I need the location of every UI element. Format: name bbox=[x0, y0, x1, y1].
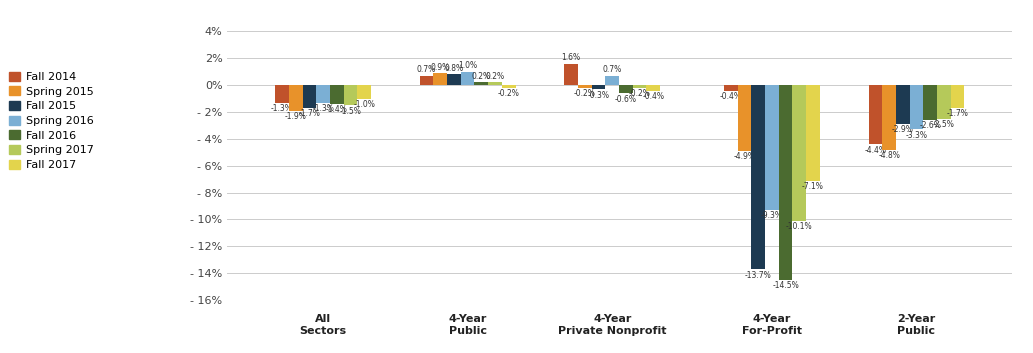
Text: -0.2%: -0.2% bbox=[629, 89, 651, 98]
Bar bbox=[950, 85, 965, 108]
Bar bbox=[330, 85, 344, 104]
Text: 0.7%: 0.7% bbox=[417, 65, 436, 74]
Text: -9.3%: -9.3% bbox=[761, 211, 783, 220]
Bar bbox=[633, 85, 647, 88]
Text: -4.8%: -4.8% bbox=[878, 151, 900, 160]
Text: -2.6%: -2.6% bbox=[919, 121, 941, 130]
Bar bbox=[316, 85, 330, 103]
Bar bbox=[869, 85, 882, 144]
Bar bbox=[792, 85, 806, 221]
Bar bbox=[765, 85, 779, 210]
Text: 1.6%: 1.6% bbox=[562, 53, 581, 62]
Legend: Fall 2014, Spring 2015, Fall 2015, Spring 2016, Fall 2016, Spring 2017, Fall 201: Fall 2014, Spring 2015, Fall 2015, Sprin… bbox=[9, 72, 94, 170]
Bar bbox=[592, 85, 605, 89]
Bar bbox=[489, 83, 502, 85]
Text: -1.3%: -1.3% bbox=[312, 104, 334, 113]
Text: -2.9%: -2.9% bbox=[891, 125, 914, 134]
Bar bbox=[419, 76, 434, 85]
Text: -1.5%: -1.5% bbox=[340, 107, 362, 116]
Text: -14.5%: -14.5% bbox=[773, 281, 799, 290]
Text: -1.0%: -1.0% bbox=[353, 100, 375, 109]
Bar bbox=[751, 85, 765, 269]
Text: 0.2%: 0.2% bbox=[472, 72, 491, 81]
Text: -10.1%: -10.1% bbox=[786, 222, 813, 231]
Bar bbox=[357, 85, 371, 98]
Text: 1.0%: 1.0% bbox=[458, 61, 477, 70]
Bar bbox=[896, 85, 910, 124]
Bar bbox=[806, 85, 820, 180]
Bar bbox=[577, 85, 592, 88]
Text: 0.9%: 0.9% bbox=[431, 63, 450, 72]
Text: -1.9%: -1.9% bbox=[285, 112, 307, 121]
Text: -0.4%: -0.4% bbox=[720, 92, 742, 101]
Bar bbox=[605, 76, 619, 85]
Text: -1.4%: -1.4% bbox=[325, 105, 348, 114]
Text: -0.2%: -0.2% bbox=[574, 89, 596, 98]
Bar bbox=[937, 85, 950, 119]
Text: -7.1%: -7.1% bbox=[802, 182, 824, 191]
Bar bbox=[910, 85, 924, 130]
Text: 0.8%: 0.8% bbox=[444, 64, 464, 73]
Text: -1.7%: -1.7% bbox=[946, 109, 969, 118]
Bar bbox=[474, 83, 489, 85]
Bar bbox=[303, 85, 316, 108]
Text: -4.9%: -4.9% bbox=[733, 152, 755, 161]
Bar bbox=[647, 85, 660, 90]
Text: -2.5%: -2.5% bbox=[933, 120, 954, 129]
Bar bbox=[434, 73, 447, 85]
Bar bbox=[275, 85, 289, 103]
Text: -1.7%: -1.7% bbox=[299, 109, 320, 118]
Bar bbox=[502, 85, 515, 88]
Text: 0.2%: 0.2% bbox=[486, 72, 504, 81]
Text: -3.3%: -3.3% bbox=[906, 131, 928, 140]
Text: -0.3%: -0.3% bbox=[588, 90, 609, 100]
Bar bbox=[564, 64, 577, 85]
Text: -0.6%: -0.6% bbox=[615, 95, 637, 103]
Bar bbox=[724, 85, 738, 90]
Bar bbox=[882, 85, 896, 150]
Bar bbox=[447, 74, 461, 85]
Text: -0.4%: -0.4% bbox=[643, 92, 664, 101]
Bar bbox=[461, 72, 474, 85]
Bar bbox=[924, 85, 937, 120]
Text: -13.7%: -13.7% bbox=[745, 270, 772, 280]
Bar bbox=[344, 85, 357, 105]
Bar bbox=[779, 85, 792, 280]
Text: 0.7%: 0.7% bbox=[602, 65, 622, 74]
Text: -1.3%: -1.3% bbox=[271, 104, 293, 113]
Bar bbox=[289, 85, 303, 111]
Text: -4.4%: -4.4% bbox=[865, 145, 886, 155]
Bar bbox=[619, 85, 633, 93]
Bar bbox=[738, 85, 751, 151]
Text: -0.2%: -0.2% bbox=[498, 89, 520, 98]
